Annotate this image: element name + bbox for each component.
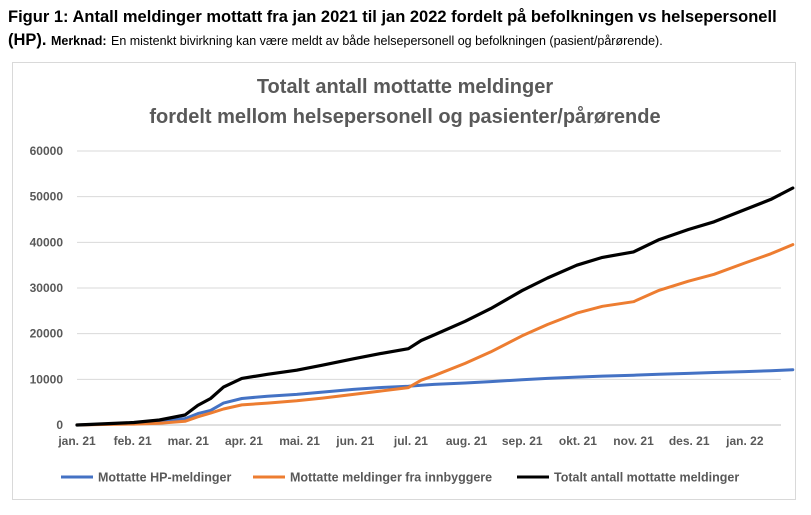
x-tick-label: jul. 21: [393, 434, 428, 448]
series-line: [75, 368, 795, 427]
chart-title-line: fordelt mellom helsepersonell og pasient…: [149, 105, 660, 128]
figure-caption: Figur 1: Antall meldinger mottatt fra ja…: [8, 6, 803, 52]
x-tick-label: okt. 21: [559, 434, 597, 448]
caption-note: En mistenkt bivirkning kan være meldt av…: [110, 34, 663, 48]
legend-label: Mottatte meldinger fra innbyggere: [290, 471, 492, 485]
y-tick-label: 60000: [30, 144, 64, 158]
x-tick-label: mai. 21: [279, 434, 320, 448]
x-tick-label: jan. 22: [725, 434, 764, 448]
x-tick-label: mar. 21: [168, 434, 210, 448]
legend-label: Mottatte HP-meldinger: [98, 471, 231, 485]
chart-frame: Totalt antall mottatte meldinger fordelt …: [12, 62, 796, 500]
legend-label: Totalt antall mottatte meldinger: [554, 471, 739, 485]
x-tick-label: jun. 21: [335, 434, 374, 448]
x-tick-label: jan. 21: [57, 434, 96, 448]
series-line: [75, 186, 795, 427]
y-tick-label: 50000: [30, 190, 64, 204]
x-tick-label: sep. 21: [502, 434, 543, 448]
y-tick-label: 10000: [30, 372, 64, 386]
x-tick-label: feb. 21: [114, 434, 152, 448]
y-tick-label: 20000: [30, 327, 64, 341]
x-tick-label: aug. 21: [446, 434, 488, 448]
x-tick-label: nov. 21: [613, 434, 654, 448]
caption-title: Figur 1: Antall meldinger mottatt fra ja…: [8, 8, 777, 49]
caption-note-label: Merknad:: [50, 34, 107, 48]
x-tick-label: des. 21: [669, 434, 710, 448]
x-tick-label: apr. 21: [225, 434, 263, 448]
y-tick-label: 0: [56, 418, 63, 432]
y-tick-label: 30000: [30, 281, 64, 295]
series-line: [75, 243, 795, 427]
y-tick-label: 40000: [30, 235, 64, 249]
chart-title-line: Totalt antall mottatte meldinger: [257, 76, 554, 98]
line-chart: Totalt antall mottatte meldinger fordelt …: [30, 76, 795, 485]
